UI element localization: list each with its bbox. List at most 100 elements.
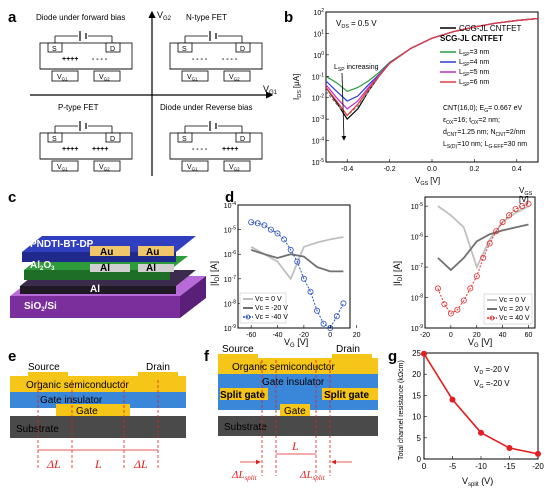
e-semiconductor-label: Organic semiconductor xyxy=(26,380,129,391)
d-right-point xyxy=(434,285,441,292)
e-substrate-label: Substrate xyxy=(16,424,59,435)
param-line-2: εOX=16; tOX=2 nm; xyxy=(443,117,500,126)
b-ytick-label-2: 100 xyxy=(313,51,324,60)
d-left-ytick-label-5: 10-9 xyxy=(224,324,236,333)
g-point xyxy=(535,450,541,457)
legend-lsp4: LSP=4 nm xyxy=(459,59,489,68)
e-delta-l-right: ΔL xyxy=(133,457,148,471)
panel-label-c: c xyxy=(8,189,16,206)
drain-label: D xyxy=(110,136,115,143)
quadrant-label-reverse-bias: Diode under Reverse bias xyxy=(160,103,253,112)
f-split-gate-right xyxy=(322,388,378,400)
charge-left: ++++ xyxy=(62,56,78,63)
source-contact xyxy=(177,42,193,53)
fet-schematic-n-type: S D- - - -- - - -VG1 VG2 xyxy=(169,31,263,82)
f-source-label: Source xyxy=(222,344,254,355)
g-ytick-label-2: 10 xyxy=(412,413,421,422)
d-left-ytick-label-2: 10-6 xyxy=(224,250,236,259)
b-xtick-label-4: 0.4 xyxy=(512,166,522,173)
g-point xyxy=(506,445,513,451)
vg1-axis-label: VG1 xyxy=(263,84,278,96)
gate-1-label: VG1 xyxy=(57,164,68,172)
d-right-xlabel: VG [V] xyxy=(468,337,492,349)
panel-label-g: g xyxy=(388,348,397,365)
drain-contact xyxy=(235,132,251,143)
d-left-point xyxy=(314,307,321,314)
al-electrode-2 xyxy=(138,264,174,272)
b-ytick-label-4: 10-2 xyxy=(312,94,324,103)
g-xtick-label-2: -10 xyxy=(475,462,487,471)
d-right-point xyxy=(525,200,532,207)
b-ytick-label-1: 101 xyxy=(313,29,324,38)
e-semiconductor-layer xyxy=(10,376,186,392)
d-left-point xyxy=(294,258,301,265)
d-right-point xyxy=(473,273,480,280)
d-right-ytick-label-4: 10-9 xyxy=(411,324,423,333)
panel-label-a: a xyxy=(8,9,17,26)
label-al-1: Al xyxy=(100,263,110,274)
panel-g-chart: 0 -5 -10 -15 -20 0 5 10 15 20 25 Total channel res… xyxy=(398,349,544,488)
panel-b-chart: 102 101 100 10-1 10-2 10-3 10-4 10-5 -0.4 -0.2 0.… xyxy=(292,8,539,187)
fet-schematic-p-type: S D++++ ++++VG1 VG2 xyxy=(39,121,133,172)
d-right-point xyxy=(506,212,513,219)
gate-1 xyxy=(181,70,209,82)
panel-label-f: f xyxy=(204,348,210,365)
al-electrode-1 xyxy=(90,264,130,272)
param-line-4: LS(D)=10 nm; LG-EFF=30 nm xyxy=(443,141,527,150)
legend-lsp6: LSP=6 nm xyxy=(459,79,489,88)
f-substrate-layer xyxy=(218,416,378,436)
g-series-line xyxy=(423,353,539,455)
semiconductor-front xyxy=(22,252,176,262)
d-right-ytick-label-1: 10-6 xyxy=(411,233,423,242)
drain-contact xyxy=(105,42,121,53)
gate-2 xyxy=(93,70,121,82)
quadrant-label-p-type: P-type FET xyxy=(58,103,99,112)
gate-2 xyxy=(223,160,251,172)
gate-1 xyxy=(51,70,79,82)
au-electrode-2 xyxy=(138,246,174,256)
d-left-point xyxy=(320,320,327,327)
g-ytick-label-0: 0 xyxy=(417,455,422,464)
g-ytick-label-4: 20 xyxy=(412,370,421,379)
f-l-label: L xyxy=(291,439,299,453)
d-left-point xyxy=(300,275,307,282)
quadrant-label-n-type: N-type FET xyxy=(186,13,227,22)
d-left-legend-1: Vc = -20 V xyxy=(255,305,288,312)
d-left-point xyxy=(340,300,347,307)
f-substrate-label: Substrate xyxy=(224,422,267,433)
gate-1-label: VG1 xyxy=(187,164,198,172)
label-au-1: Au xyxy=(100,247,113,258)
legend-lsp5: LSP=5 nm xyxy=(459,69,489,78)
d-right-xtick-label-0: -20 xyxy=(420,332,430,339)
g-ytick-label-3: 15 xyxy=(412,391,421,400)
gate-1 xyxy=(51,160,79,172)
b-xtick-label-2: 0.0 xyxy=(427,166,437,173)
gate-2-label: VG2 xyxy=(229,164,240,172)
g-xtick-label-3: -15 xyxy=(504,462,516,471)
g-ytick-label-5: 25 xyxy=(412,349,421,358)
d-right-point xyxy=(441,301,448,308)
panel-e-diagram: Source Drain Organic semiconductor Gate … xyxy=(10,362,186,471)
d-right-xtick-label-4: 60 xyxy=(525,332,533,339)
gate-1-label: VG1 xyxy=(187,74,198,82)
g-point xyxy=(478,429,484,436)
panel-f-diagram: Source Drain Organic semiconductor Gate … xyxy=(218,344,378,482)
d-left-point xyxy=(333,313,340,320)
vds-label: VDS = 0.5 V xyxy=(336,19,377,30)
al-bottom-front xyxy=(20,286,176,294)
g-ylabel: Total channel resistance (kΩcm) xyxy=(398,360,405,460)
drain-label: D xyxy=(110,46,115,53)
plot-frame-d-right xyxy=(424,196,536,329)
panel-label-d: d xyxy=(225,189,234,206)
d-left-ytick-label-1: 10-5 xyxy=(224,226,236,235)
f-gate-electrode xyxy=(280,404,310,416)
b-ylabel: IDS[μA] xyxy=(292,74,303,100)
source-contact xyxy=(47,42,63,53)
f-split-gate-right-label: Split gate xyxy=(324,390,369,401)
d-left-ytick-label-0: 10-4 xyxy=(224,201,236,210)
gate-2-label: VG2 xyxy=(99,164,110,172)
lsp-increasing-label: LSP increasing xyxy=(334,64,379,73)
d-left-series-0 xyxy=(250,236,344,281)
fet-schematic-reverse-bias: S D - - - - ++++ VG1 VG2 xyxy=(169,121,263,172)
d-right-legend: Vc = 0 V Vc = 20 V Vc = 40 V xyxy=(483,293,533,325)
